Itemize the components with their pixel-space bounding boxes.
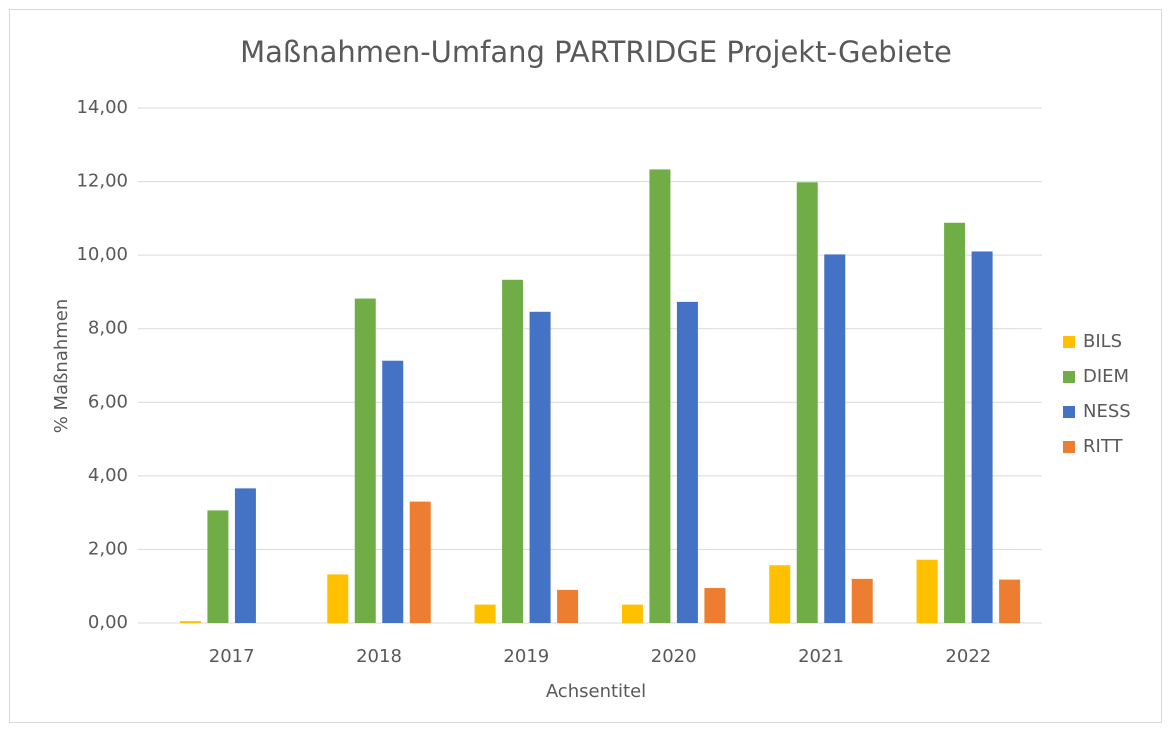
- x-tick-label: 2022: [945, 646, 991, 667]
- legend-swatch: [1063, 336, 1075, 348]
- bar: [409, 501, 431, 623]
- x-axis-title: Achsentitel: [546, 681, 646, 702]
- x-tick-label: 2019: [503, 646, 549, 667]
- bar: [382, 360, 404, 623]
- bar: [621, 604, 643, 623]
- bar: [796, 182, 818, 624]
- y-tick-label: 12,00: [76, 171, 128, 192]
- bar: [824, 254, 846, 623]
- x-tick-label: 2017: [209, 646, 255, 667]
- bar: [354, 298, 376, 623]
- bar: [327, 574, 349, 623]
- y-tick-label: 10,00: [76, 244, 128, 265]
- legend-swatch: [1063, 406, 1075, 418]
- y-axis-title: % Maßnahmen: [51, 299, 72, 434]
- x-tick-label: 2018: [356, 646, 402, 667]
- bar: [769, 565, 791, 623]
- x-tick-label: 2020: [651, 646, 697, 667]
- legend-label: NESS: [1083, 401, 1131, 422]
- legend-swatch: [1063, 371, 1075, 383]
- bar: [999, 579, 1021, 623]
- bar: [971, 251, 993, 623]
- bar: [179, 621, 201, 623]
- bar: [529, 311, 551, 623]
- bar: [474, 604, 496, 623]
- y-tick-label: 8,00: [88, 318, 128, 339]
- bar: [851, 578, 873, 623]
- y-tick-label: 4,00: [88, 465, 128, 486]
- legend-label: RITT: [1083, 436, 1123, 457]
- legend-label: BILS: [1083, 331, 1122, 352]
- bar: [916, 559, 938, 623]
- bar: [944, 222, 966, 623]
- bar: [234, 488, 256, 623]
- y-tick-label: 2,00: [88, 538, 128, 559]
- bar: [704, 588, 726, 623]
- bar: [649, 169, 671, 624]
- chart-title: Maßnahmen-Umfang PARTRIDGE Projekt-Gebie…: [240, 35, 952, 69]
- legend-label: DIEM: [1083, 366, 1129, 387]
- y-tick-label: 6,00: [88, 391, 128, 412]
- legend-swatch: [1063, 441, 1075, 453]
- bar: [502, 279, 524, 623]
- y-tick-label: 14,00: [76, 97, 128, 118]
- chart-frame: [9, 9, 1162, 723]
- y-tick-label: 0,00: [88, 612, 128, 633]
- bar: [557, 589, 579, 623]
- x-tick-label: 2021: [798, 646, 844, 667]
- bar: [207, 510, 229, 623]
- bar: [676, 301, 698, 623]
